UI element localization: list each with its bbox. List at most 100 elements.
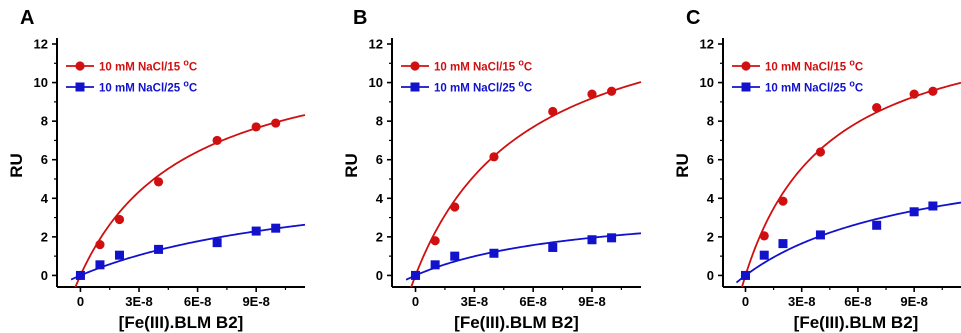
series-25c (70, 223, 306, 281)
fit-curve (410, 81, 642, 287)
y-tick-label: 12 (700, 37, 714, 52)
legend-label: 10 mM NaCl/25 oC (434, 79, 532, 95)
legend-item: 10 mM NaCl/15 oC (732, 58, 863, 74)
y-tick-label: 8 (707, 114, 714, 129)
y-tick-label: 2 (41, 229, 48, 244)
legend-item: 10 mM NaCl/25 oC (66, 79, 197, 95)
legend-label-unit: C (524, 83, 532, 95)
y-tick-label: 0 (376, 268, 383, 283)
data-point (815, 147, 826, 157)
data-point (909, 207, 919, 217)
legend-label: 10 mM NaCl/25 oC (765, 79, 863, 95)
data-point (587, 235, 597, 245)
y-tick-label: 8 (41, 114, 48, 129)
legend-label-unit: C (855, 83, 863, 95)
legend-label-text: 10 mM NaCl/25 (765, 83, 849, 95)
y-tick-label: 0 (707, 268, 714, 283)
fit-curve (735, 201, 961, 284)
legend-label: 10 mM NaCl/15 oC (99, 58, 197, 74)
x-axis-title: [Fe(III).BLM B2] (119, 313, 244, 332)
legend-marker (75, 61, 85, 71)
y-tick-label: 10 (700, 75, 714, 90)
fit-curve (741, 81, 961, 287)
y-tick-label: 4 (41, 191, 49, 206)
data-point (154, 244, 164, 254)
y-tick-label: 10 (369, 75, 383, 90)
data-point (114, 250, 124, 260)
y-tick-label: 4 (376, 191, 384, 206)
legend-label-degree: o (518, 58, 524, 68)
x-axis-title: [Fe(III).BLM B2] (454, 313, 579, 332)
series-15c (410, 81, 642, 287)
data-point (778, 239, 788, 249)
legend-label-degree: o (518, 79, 524, 89)
legend-label-text: 10 mM NaCl/15 (99, 62, 183, 74)
legend-label-degree: o (849, 58, 855, 68)
y-tick-label: 6 (376, 152, 383, 167)
x-tick-label: 9E-8 (900, 294, 927, 309)
data-point (75, 270, 85, 280)
data-point (114, 214, 125, 225)
legend-marker (75, 82, 85, 92)
data-point (95, 260, 105, 270)
x-tick-label: 3E-8 (125, 294, 152, 309)
y-tick-label: 6 (41, 152, 48, 167)
data-point (815, 230, 825, 240)
x-tick-label: 6E-8 (519, 294, 546, 309)
legend-label: 10 mM NaCl/15 oC (765, 58, 863, 74)
legend: 10 mM NaCl/15 oC 10 mM NaCl/25 oC (66, 58, 197, 95)
chart-panel-b: B 0 2 4 6 8 10 12 0 3E-8 6E-8 9E-8 [Fe(III).BLM B2] R… (342, 7, 642, 332)
x-tick-label: 9E-8 (578, 294, 605, 309)
data-point (740, 270, 750, 280)
y-tick-label: 4 (707, 191, 715, 206)
y-tick-label: 0 (41, 268, 48, 283)
legend-item: 10 mM NaCl/15 oC (401, 58, 532, 74)
data-point (548, 106, 558, 117)
series-25c (735, 201, 961, 284)
legend-marker (741, 61, 751, 71)
legend-label-text: 10 mM NaCl/25 (99, 83, 183, 95)
y-tick-label: 10 (34, 75, 48, 90)
x-tick-label: 3E-8 (788, 294, 815, 309)
x-tick-label: 6E-8 (844, 294, 871, 309)
x-tick-label: 3E-8 (461, 294, 488, 309)
legend-label-degree: o (849, 79, 855, 89)
data-point (778, 196, 788, 206)
data-point (153, 177, 164, 187)
data-point (251, 122, 261, 132)
y-axis-title: RU (673, 153, 692, 178)
legend-label-text: 10 mM NaCl/15 (765, 62, 849, 74)
legend-label-text: 10 mM NaCl/25 (434, 83, 518, 95)
legend-marker (741, 82, 751, 92)
fit-curve (70, 223, 306, 281)
data-point (759, 250, 769, 260)
data-point (95, 239, 105, 250)
data-point (251, 226, 261, 236)
data-point (430, 260, 440, 270)
legend-label: 10 mM NaCl/25 oC (99, 79, 197, 95)
data-point (212, 135, 222, 146)
y-axis-title: RU (7, 153, 26, 178)
y-tick-label: 8 (376, 114, 383, 129)
data-point (872, 103, 882, 113)
legend-label-unit: C (524, 62, 532, 74)
data-point (271, 118, 281, 128)
data-point (928, 86, 938, 96)
fit-curve (405, 232, 642, 281)
data-point (909, 89, 919, 99)
legend-marker (410, 82, 420, 92)
data-point (548, 242, 558, 252)
y-tick-label: 2 (376, 229, 383, 244)
legend-item: 10 mM NaCl/15 oC (66, 58, 197, 74)
chart-panel-a: A 0 2 4 6 8 10 12 0 3E-8 6E-8 9E-8 [Fe(III).BLM B2] R… (7, 7, 306, 332)
legend-label-unit: C (189, 83, 197, 95)
data-point (271, 223, 281, 233)
data-point (489, 248, 499, 258)
x-axis-title: [Fe(III).BLM B2] (794, 313, 919, 332)
data-point (872, 220, 882, 230)
y-axis-title: RU (342, 153, 361, 178)
legend-item: 10 mM NaCl/25 oC (732, 79, 863, 95)
